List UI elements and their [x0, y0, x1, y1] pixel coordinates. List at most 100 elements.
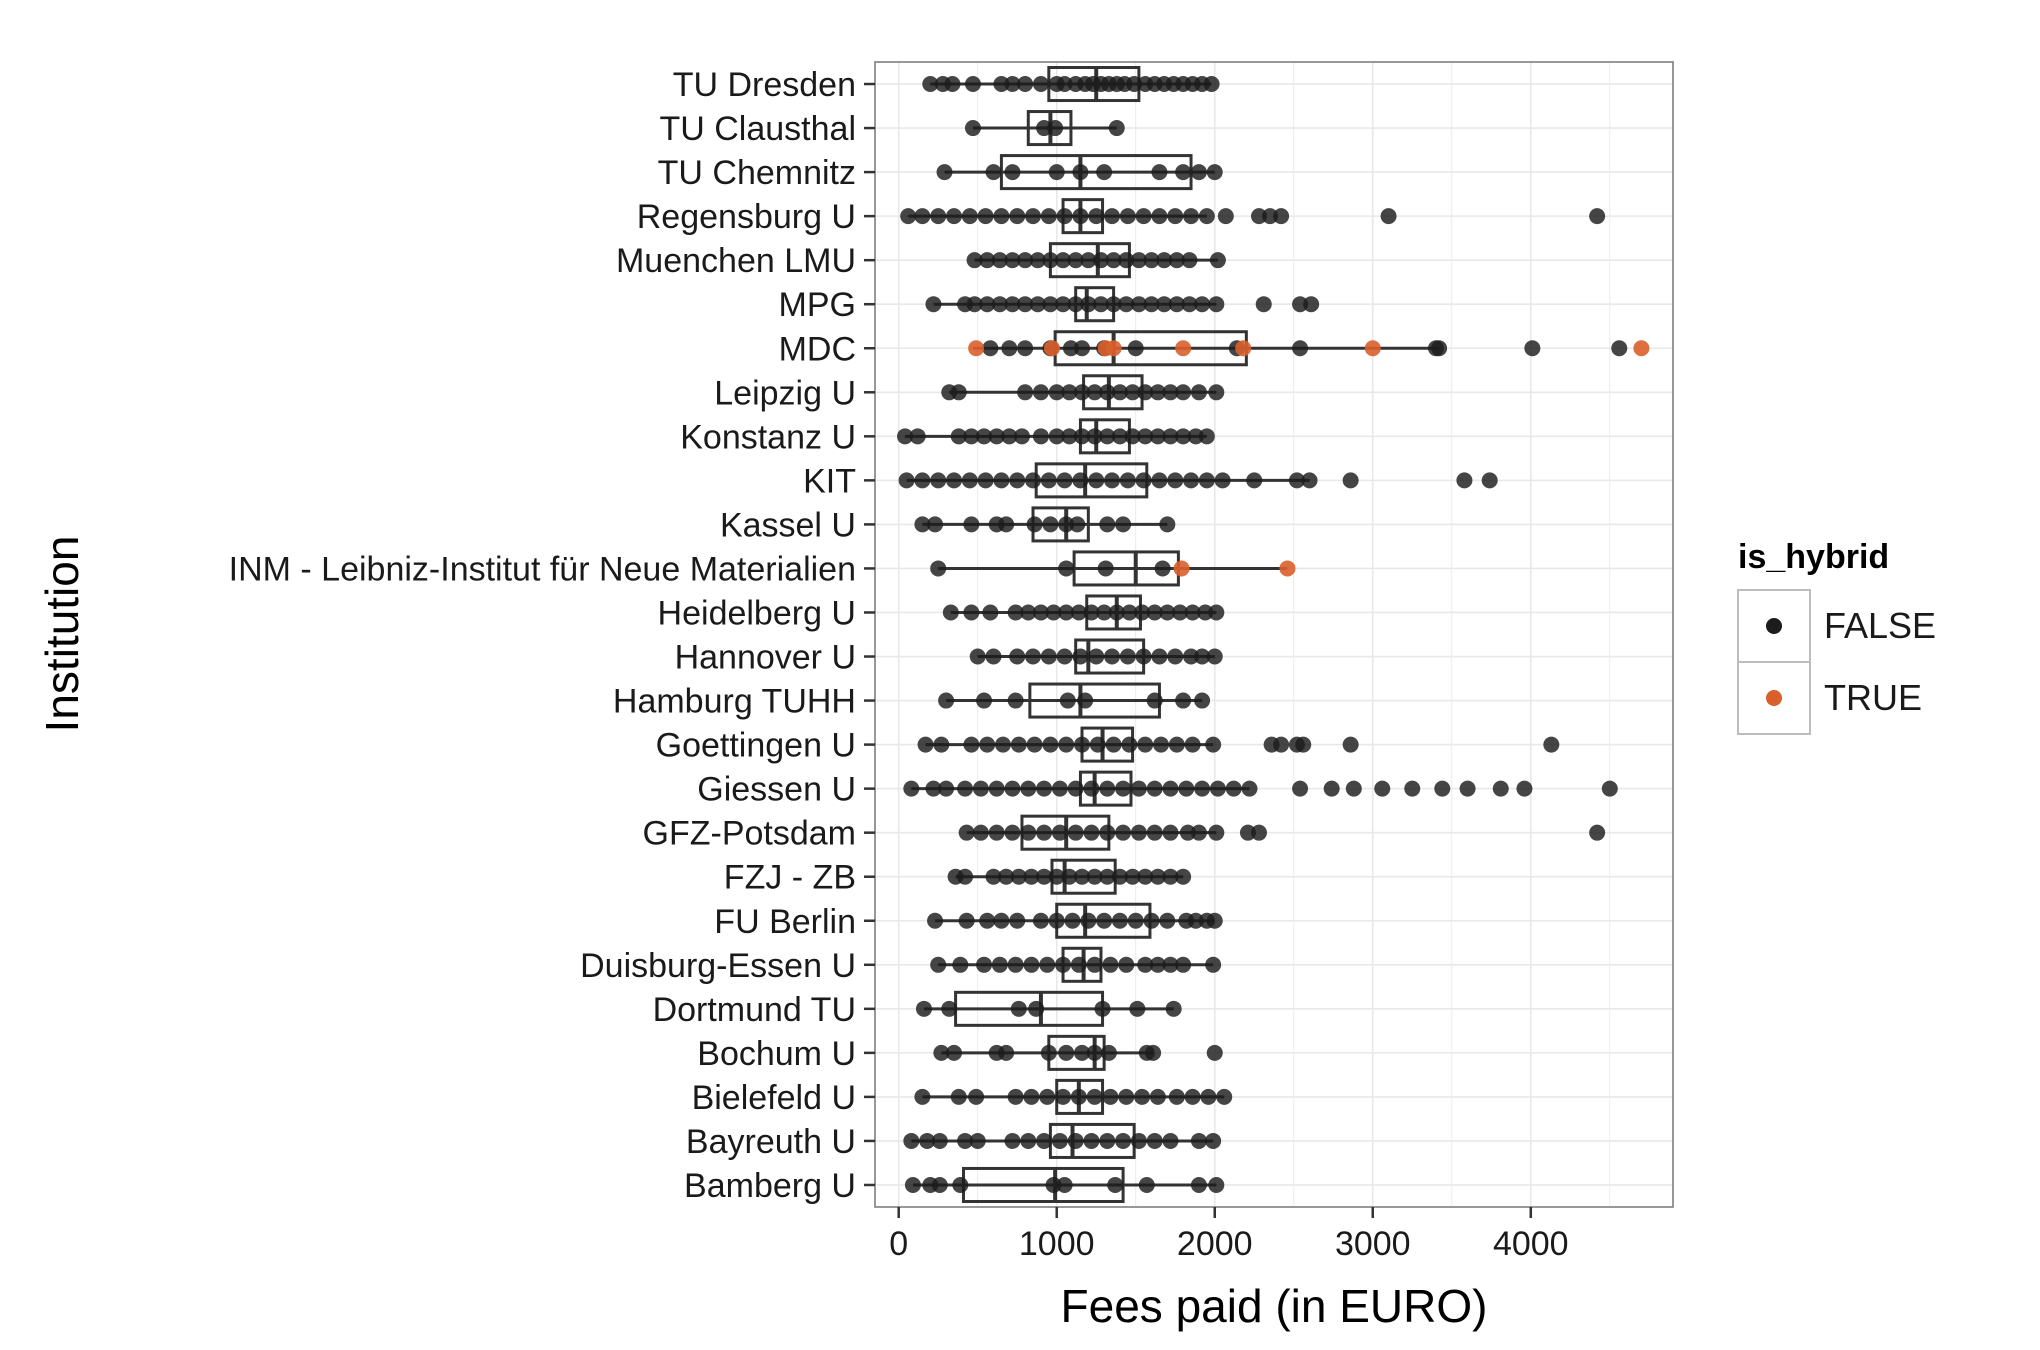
point-muenchen-lmu-14 — [1143, 252, 1160, 269]
point-goettingen-u-4 — [994, 736, 1011, 753]
point-dortmund-tu-3 — [1028, 1000, 1045, 1017]
point-muenchen-lmu-4 — [1017, 252, 1034, 269]
point-bayreuth-u-12 — [1115, 1132, 1132, 1149]
point-bamberg-u-9 — [1208, 1176, 1225, 1193]
point-fzj-zb-9 — [1074, 868, 1091, 885]
point-hannover-u-8 — [1104, 648, 1121, 665]
point-bochum-u-0 — [933, 1044, 950, 1061]
point-bayreuth-u-15 — [1162, 1132, 1179, 1149]
point-gfz-potsdam-9 — [1099, 824, 1116, 841]
point-duisburg-essen-u-16 — [1205, 956, 1222, 973]
point-tu-clausthal-3 — [1108, 120, 1125, 137]
y-tick-label-bielefeld-u: Bielefeld U — [692, 1079, 856, 1117]
point-heidelberg-u-6 — [1045, 604, 1062, 621]
x-tick-label-0: 0 — [889, 1225, 908, 1263]
point-hamburg-tuhh-7 — [1194, 692, 1211, 709]
point-inm-leibniz-institut-f-r-neue-materialien-hybrid-0 — [1173, 560, 1190, 577]
point-fzj-zb-14 — [1137, 868, 1154, 885]
point-gfz-potsdam-4 — [1020, 824, 1037, 841]
point-fu-berlin-1 — [958, 912, 975, 929]
y-tick-label-dortmund-tu: Dortmund TU — [653, 991, 856, 1029]
point-duisburg-essen-u-13 — [1149, 956, 1166, 973]
point-mdc-hybrid-0 — [968, 340, 985, 357]
point-tu-chemnitz-7 — [1175, 164, 1192, 181]
point-hannover-u-13 — [1183, 648, 1200, 665]
point-tu-dresden-25 — [1203, 76, 1220, 93]
point-goettingen-u-13 — [1137, 736, 1154, 753]
legend-dot-false — [1766, 618, 1782, 634]
point-konstanz-u-7 — [1013, 428, 1030, 445]
y-axis-title: Institution — [36, 536, 88, 733]
point-konstanz-u-16 — [1137, 428, 1154, 445]
point-regensburg-u-16 — [1151, 208, 1168, 225]
point-fu-berlin-3 — [993, 912, 1010, 929]
point-regensburg-u-14 — [1119, 208, 1136, 225]
point-gfz-potsdam-12 — [1146, 824, 1163, 841]
point-konstanz-u-3 — [963, 428, 980, 445]
point-inm-leibniz-institut-f-r-neue-materialien-hybrid-1 — [1279, 560, 1296, 577]
point-heidelberg-u-10 — [1096, 604, 1113, 621]
point-gfz-potsdam-11 — [1130, 824, 1147, 841]
point-kassel-u-8 — [1069, 516, 1086, 533]
point-regensburg-u-18 — [1183, 208, 1200, 225]
point-duisburg-essen-u-11 — [1118, 956, 1135, 973]
point-goettingen-u-22 — [1342, 736, 1359, 753]
point-hamburg-tuhh-1 — [976, 692, 993, 709]
point-giessen-u-5 — [988, 780, 1005, 797]
point-kit-11 — [1072, 472, 1089, 489]
point-mpg-4 — [991, 296, 1008, 313]
x-axis: 0 1000 2000 3000 4000 — [889, 1207, 1569, 1263]
point-duisburg-essen-u-10 — [1102, 956, 1119, 973]
point-heidelberg-u-14 — [1146, 604, 1163, 621]
point-goettingen-u-1 — [933, 736, 950, 753]
point-fu-berlin-6 — [1048, 912, 1065, 929]
point-mpg-17 — [1156, 296, 1173, 313]
point-tu-chemnitz-9 — [1206, 164, 1223, 181]
point-regensburg-u-15 — [1135, 208, 1152, 225]
point-goettingen-u-21 — [1295, 736, 1312, 753]
point-konstanz-u-5 — [988, 428, 1005, 445]
point-mdc-4 — [1062, 340, 1079, 357]
y-tick-label-goettingen-u: Goettingen U — [656, 727, 856, 765]
point-muenchen-lmu-18 — [1209, 252, 1226, 269]
point-bielefeld-u-0 — [914, 1088, 931, 1105]
point-mpg-6 — [1017, 296, 1034, 313]
point-leipzig-u-12 — [1149, 384, 1166, 401]
point-goettingen-u-14 — [1153, 736, 1170, 753]
point-giessen-u-24 — [1345, 780, 1362, 797]
point-bamberg-u-3 — [952, 1176, 969, 1193]
point-fzj-zb-2 — [985, 868, 1002, 885]
legend-dot-true — [1766, 690, 1782, 706]
point-bamberg-u-5 — [1056, 1176, 1073, 1193]
y-tick-label-kassel-u: Kassel U — [720, 506, 856, 544]
point-leipzig-u-8 — [1099, 384, 1116, 401]
point-kit-24 — [1342, 472, 1359, 489]
point-giessen-u-2 — [938, 780, 955, 797]
point-regensburg-u-21 — [1250, 208, 1267, 225]
point-regensburg-u-25 — [1589, 208, 1606, 225]
point-tu-dresden-3 — [964, 76, 981, 93]
point-mpg-23 — [1292, 296, 1309, 313]
point-kit-7 — [1009, 472, 1026, 489]
point-tu-clausthal-2 — [1047, 120, 1064, 137]
point-regensburg-u-20 — [1217, 208, 1234, 225]
point-mdc-hybrid-1 — [1043, 340, 1060, 357]
point-mpg-15 — [1130, 296, 1147, 313]
point-leipzig-u-7 — [1086, 384, 1103, 401]
point-tu-clausthal-1 — [1036, 120, 1053, 137]
point-bielefeld-u-12 — [1149, 1088, 1166, 1105]
point-giessen-u-17 — [1178, 780, 1195, 797]
point-heidelberg-u-8 — [1070, 604, 1087, 621]
point-duisburg-essen-u-0 — [930, 956, 947, 973]
y-tick-label-fu-berlin: FU Berlin — [714, 903, 856, 941]
point-muenchen-lmu-17 — [1181, 252, 1198, 269]
point-hannover-u-15 — [1206, 648, 1223, 665]
legend-label-false: FALSE — [1824, 605, 1936, 646]
point-kit-10 — [1056, 472, 1073, 489]
point-kit-5 — [977, 472, 994, 489]
point-kit-20 — [1214, 472, 1231, 489]
point-tu-dresden-4 — [993, 76, 1010, 93]
point-tu-dresden-0 — [922, 76, 939, 93]
point-goettingen-u-6 — [1026, 736, 1043, 753]
